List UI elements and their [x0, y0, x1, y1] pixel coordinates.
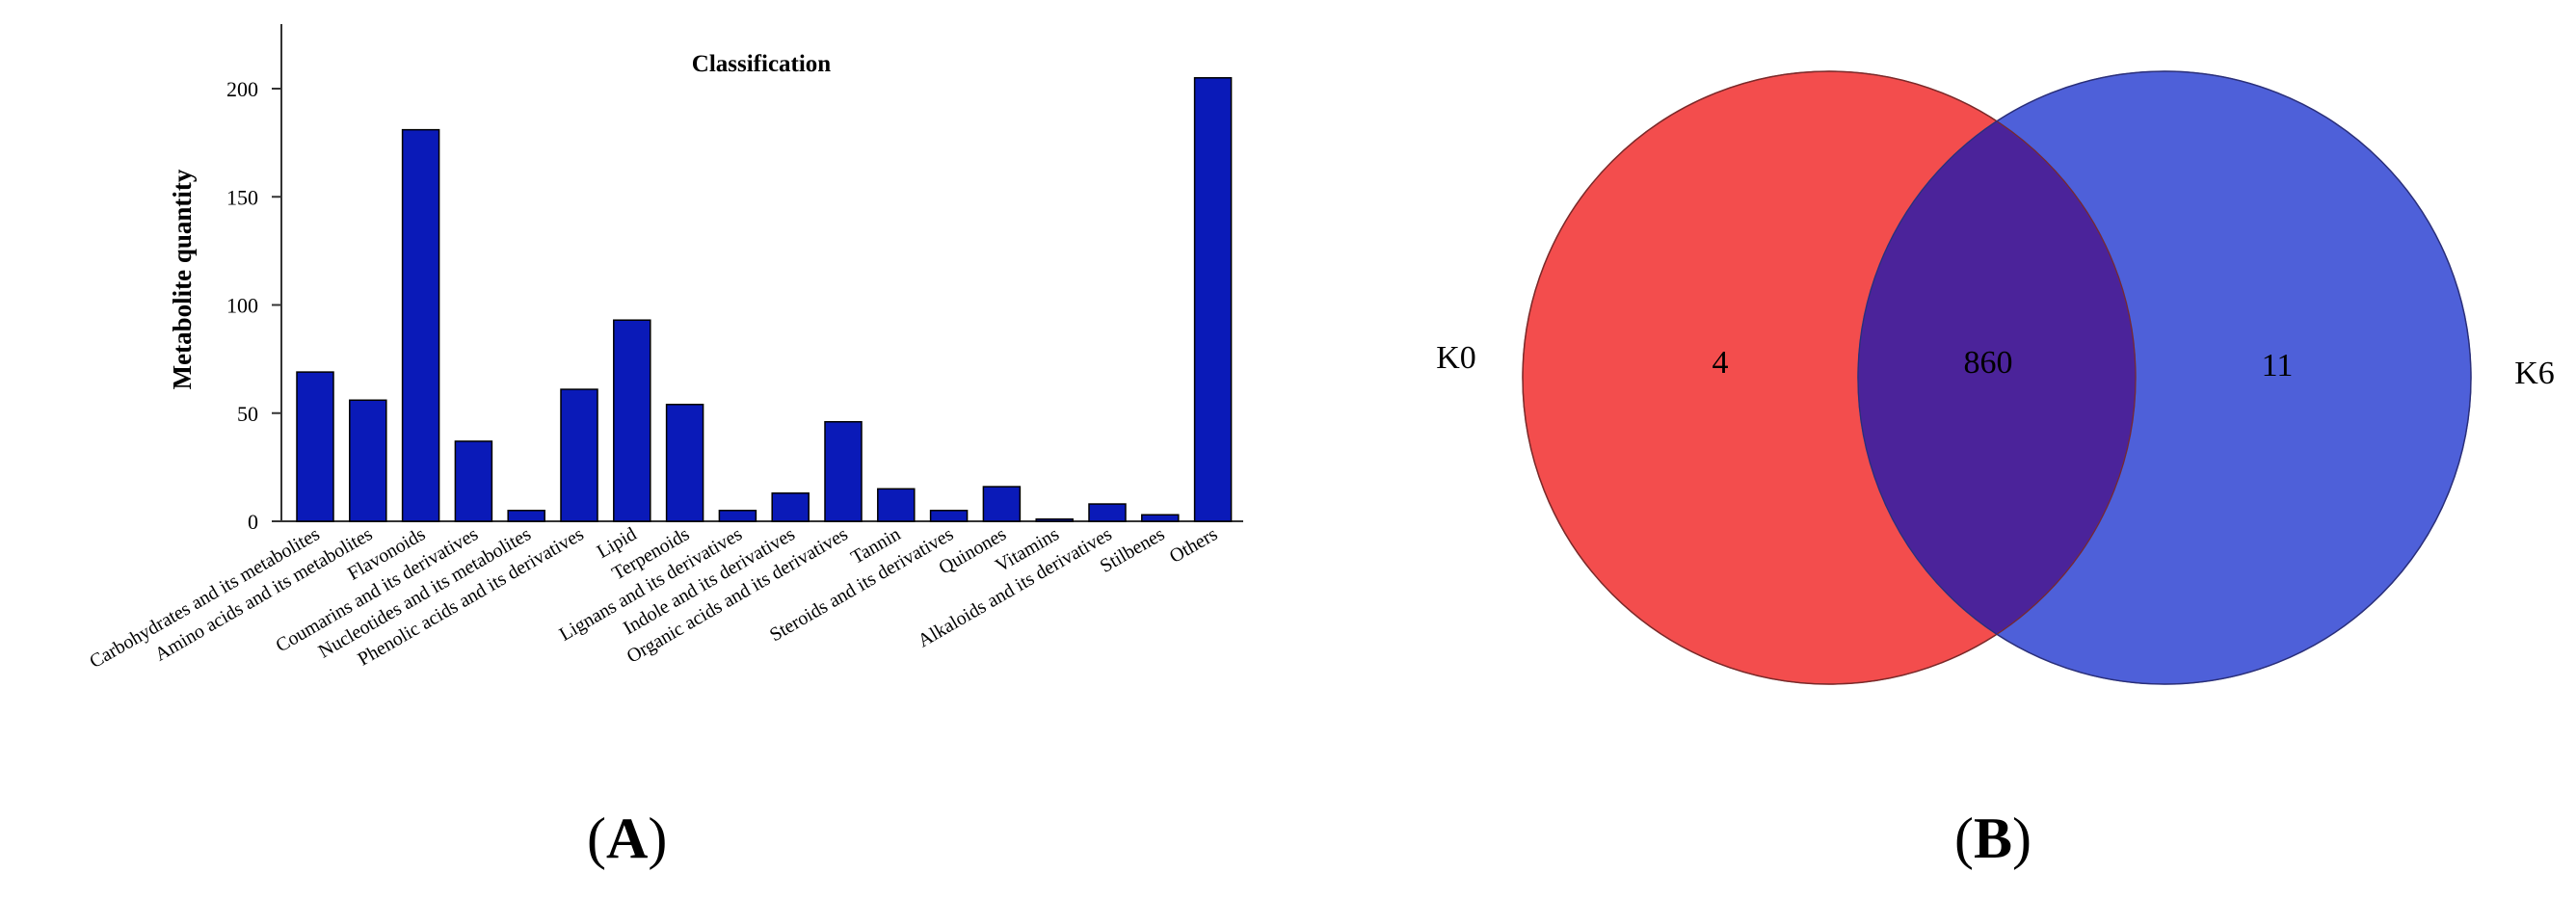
- bars: [296, 77, 1233, 522]
- panel-label-a: (A): [587, 806, 668, 870]
- venn-overlap-fill: [1858, 71, 2136, 684]
- bar-11: [877, 488, 916, 522]
- bar-15: [1088, 503, 1127, 522]
- venn-diagram-panel: 4 860 11 K0 K6: [1436, 70, 2555, 685]
- bar-10: [824, 420, 863, 522]
- bar-16: [1141, 514, 1180, 522]
- x-tick-label-17: Others: [1166, 523, 1221, 568]
- bar-0: [296, 371, 334, 522]
- bar-chart-panel: Classification Metabolite quantity 0 50 10…: [86, 24, 1243, 673]
- bar-4: [507, 510, 545, 522]
- y-tick-label: 50: [237, 402, 258, 426]
- y-tick-label: 0: [248, 510, 258, 534]
- bar-1: [349, 399, 387, 522]
- venn-count-k6-only: 11: [2262, 348, 2294, 383]
- y-axis-label: Metabolite quantity: [168, 169, 197, 389]
- bar-14: [1035, 518, 1074, 522]
- venn-outline-k0: [1522, 70, 2137, 685]
- bar-7: [665, 404, 704, 522]
- bar-17: [1193, 77, 1233, 522]
- panel-letter-b: B: [1973, 806, 2013, 870]
- venn-overlap-region: [1858, 71, 2136, 684]
- venn-set-label-k0: K0: [1436, 340, 1476, 376]
- bar-9: [771, 492, 810, 522]
- bar-13: [982, 486, 1022, 522]
- y-tick-label: 200: [226, 77, 258, 101]
- y-tick-label: 100: [226, 294, 258, 318]
- bar-2: [401, 128, 440, 522]
- chart-title: Classification: [692, 51, 832, 77]
- venn-count-shared: 860: [1964, 345, 2013, 381]
- bar-3: [454, 440, 493, 522]
- bar-5: [560, 388, 598, 522]
- bar-12: [929, 510, 969, 522]
- panel-letter-a: A: [605, 806, 649, 870]
- venn-count-k0-only: 4: [1713, 345, 1729, 381]
- venn-set-label-k6: K6: [2514, 356, 2555, 391]
- y-tick-label: 150: [226, 185, 258, 209]
- panel-label-b: (B): [1954, 806, 2032, 870]
- venn-outline-k6: [1857, 70, 2472, 685]
- y-ticks: 0 50 100 150 200: [226, 77, 281, 534]
- bar-8: [718, 510, 757, 522]
- bar-6: [613, 319, 651, 522]
